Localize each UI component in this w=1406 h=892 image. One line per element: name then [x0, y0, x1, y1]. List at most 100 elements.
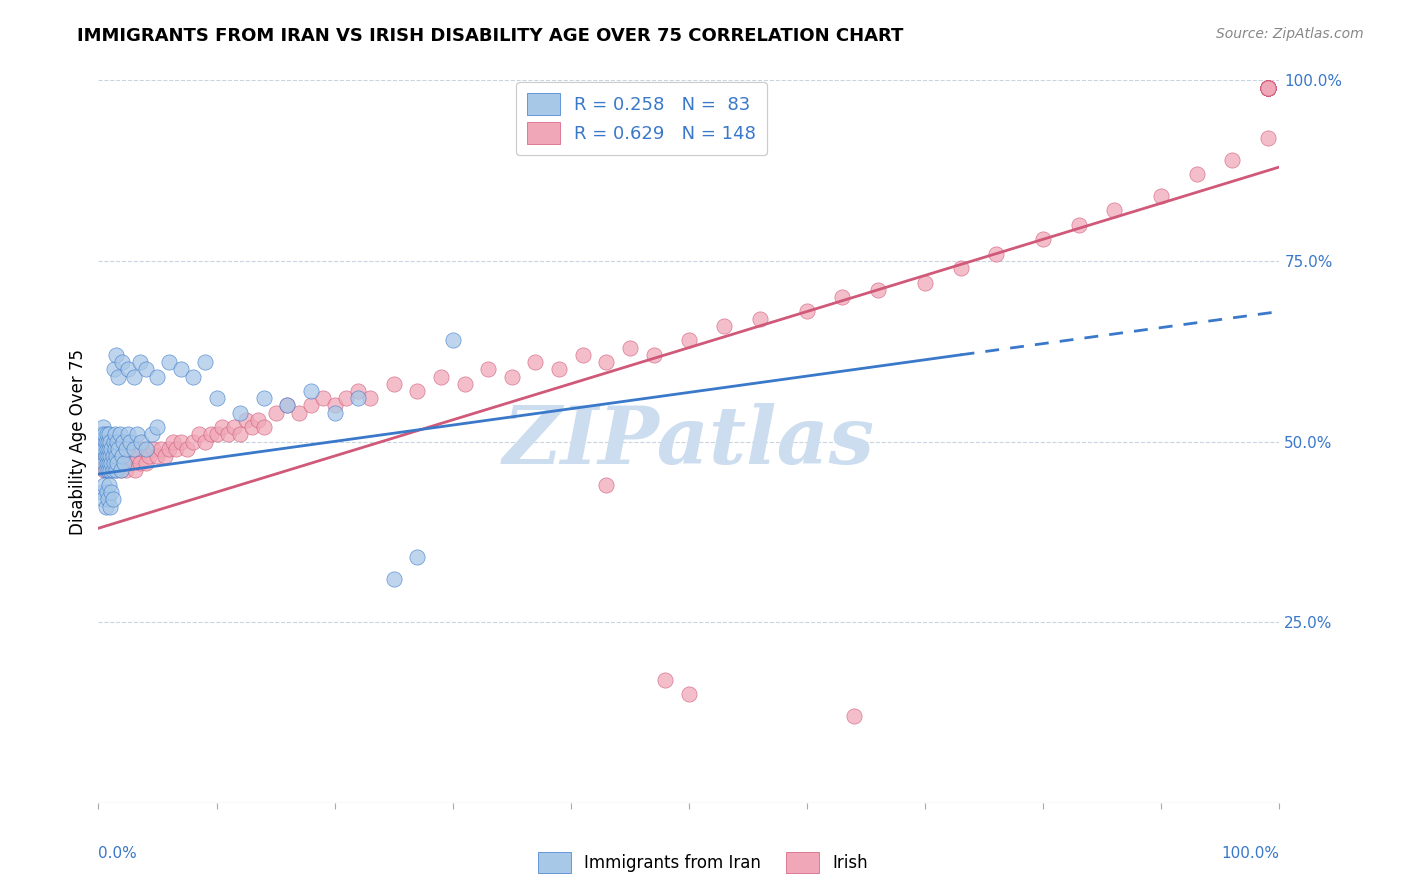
- Point: [117, 449, 139, 463]
- Point: [91, 456, 114, 470]
- Point: [135, 362, 157, 376]
- Point: [229, 406, 252, 420]
- Point: [406, 550, 429, 565]
- Point: [110, 463, 132, 477]
- Point: [146, 369, 169, 384]
- Point: [359, 391, 381, 405]
- Legend: Immigrants from Iran, Irish: Immigrants from Iran, Irish: [531, 846, 875, 880]
- Point: [984, 246, 1007, 260]
- Point: [100, 485, 122, 500]
- Point: [112, 456, 135, 470]
- Point: [1257, 80, 1279, 95]
- Point: [100, 456, 122, 470]
- Y-axis label: Disability Age Over 75: Disability Age Over 75: [69, 349, 87, 534]
- Point: [224, 420, 246, 434]
- Point: [105, 463, 128, 477]
- Point: [844, 709, 866, 723]
- Point: [97, 492, 120, 507]
- Point: [1257, 80, 1279, 95]
- Point: [200, 427, 222, 442]
- Point: [101, 463, 124, 477]
- Point: [97, 463, 120, 477]
- Point: [93, 442, 115, 456]
- Point: [112, 434, 135, 449]
- Point: [153, 449, 176, 463]
- Point: [347, 391, 370, 405]
- Point: [114, 442, 136, 456]
- Point: [1257, 80, 1279, 95]
- Point: [1257, 80, 1279, 95]
- Point: [619, 341, 641, 355]
- Point: [501, 369, 523, 384]
- Point: [91, 449, 114, 463]
- Point: [1257, 80, 1279, 95]
- Point: [122, 369, 145, 384]
- Point: [96, 442, 118, 456]
- Point: [1257, 80, 1279, 95]
- Point: [108, 427, 131, 442]
- Point: [312, 391, 335, 405]
- Point: [1257, 80, 1279, 95]
- Point: [176, 442, 198, 456]
- Point: [111, 449, 134, 463]
- Point: [1257, 80, 1279, 95]
- Point: [124, 463, 146, 477]
- Point: [98, 442, 121, 456]
- Point: [1257, 80, 1279, 95]
- Point: [112, 456, 135, 470]
- Point: [240, 420, 263, 434]
- Point: [477, 362, 499, 376]
- Point: [127, 449, 149, 463]
- Point: [150, 442, 173, 456]
- Point: [335, 391, 357, 405]
- Point: [323, 398, 346, 412]
- Point: [181, 369, 204, 384]
- Point: [91, 492, 114, 507]
- Point: [165, 442, 187, 456]
- Point: [120, 434, 142, 449]
- Point: [98, 456, 121, 470]
- Point: [98, 427, 121, 442]
- Point: [1257, 80, 1279, 95]
- Point: [181, 434, 204, 449]
- Point: [1257, 80, 1279, 95]
- Point: [1150, 189, 1173, 203]
- Point: [157, 442, 180, 456]
- Point: [1257, 80, 1279, 95]
- Point: [98, 434, 121, 449]
- Point: [98, 500, 121, 514]
- Point: [93, 427, 115, 442]
- Point: [1257, 80, 1279, 95]
- Point: [1257, 80, 1279, 95]
- Point: [114, 463, 136, 477]
- Point: [98, 463, 121, 477]
- Point: [1257, 80, 1279, 95]
- Point: [1257, 80, 1279, 95]
- Point: [1102, 203, 1125, 218]
- Point: [91, 485, 114, 500]
- Text: 100.0%: 100.0%: [1222, 847, 1279, 861]
- Point: [1257, 80, 1279, 95]
- Point: [107, 456, 129, 470]
- Point: [382, 376, 405, 391]
- Point: [430, 369, 453, 384]
- Point: [323, 406, 346, 420]
- Point: [94, 449, 117, 463]
- Point: [91, 420, 114, 434]
- Point: [104, 442, 127, 456]
- Point: [654, 673, 676, 687]
- Point: [104, 449, 127, 463]
- Point: [98, 456, 121, 470]
- Point: [1257, 80, 1279, 95]
- Point: [441, 334, 464, 348]
- Point: [93, 442, 115, 456]
- Point: [1257, 80, 1279, 95]
- Text: ZIPatlas: ZIPatlas: [503, 403, 875, 480]
- Point: [1067, 218, 1090, 232]
- Point: [1257, 80, 1279, 95]
- Point: [276, 398, 298, 412]
- Point: [276, 398, 298, 412]
- Point: [205, 391, 228, 405]
- Point: [107, 369, 129, 384]
- Point: [288, 406, 311, 420]
